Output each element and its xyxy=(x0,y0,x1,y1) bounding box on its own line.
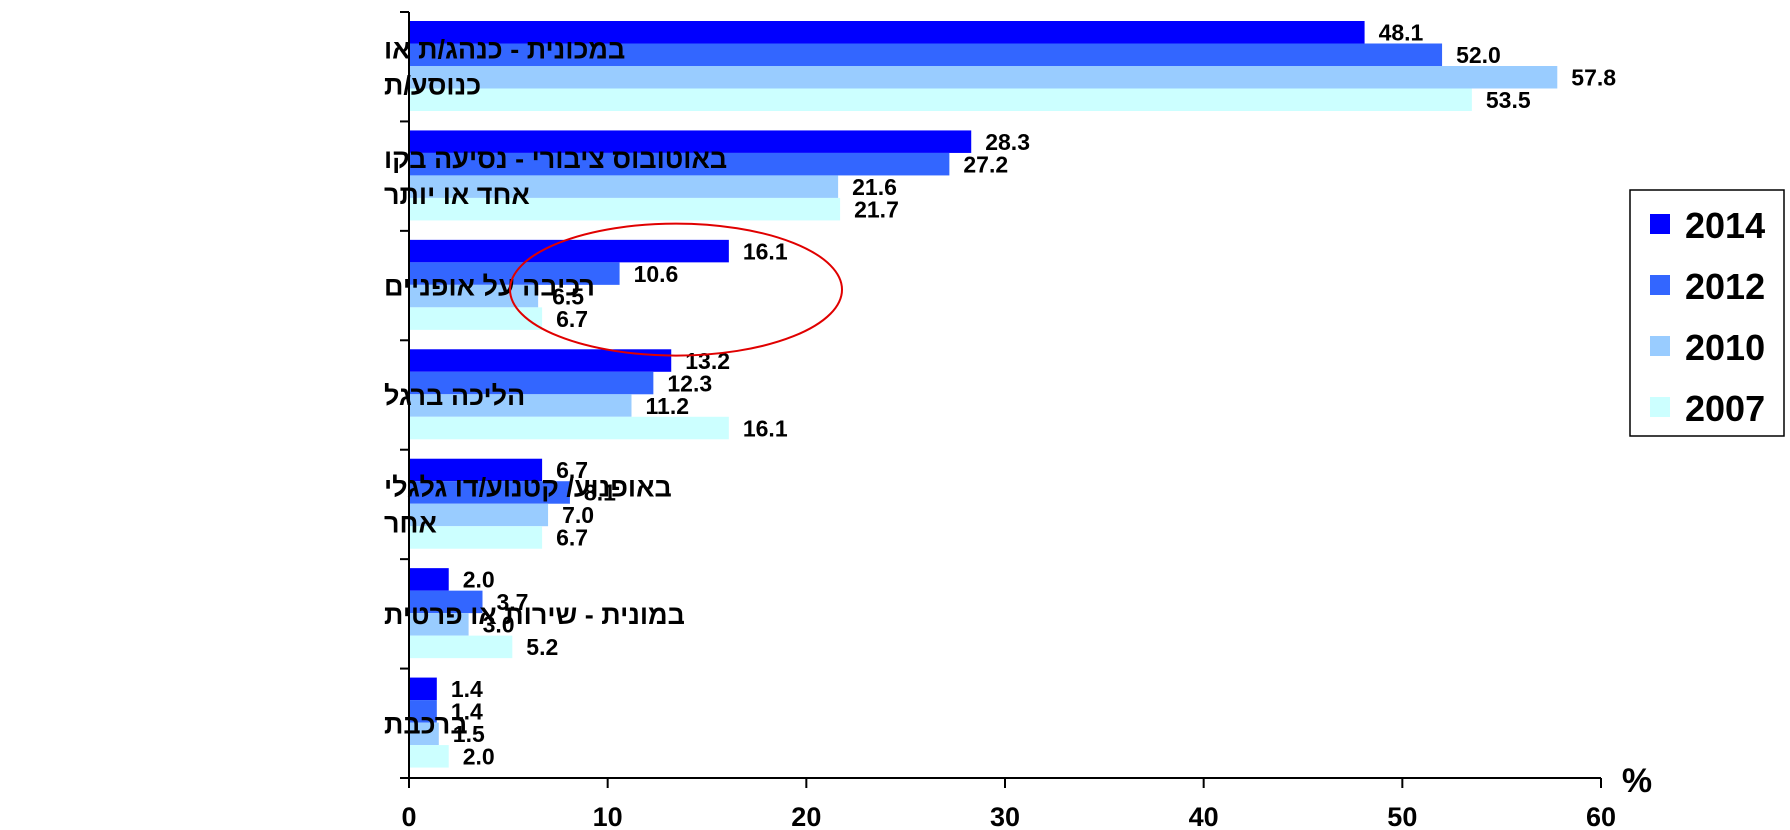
legend-label-2014: 2014 xyxy=(1685,205,1765,246)
bars-layer xyxy=(409,21,1558,768)
x-tick-label-1: 10 xyxy=(593,802,623,830)
legend-label-2007: 2007 xyxy=(1685,388,1765,429)
bar-2014-cat-3 xyxy=(409,349,672,372)
bar-2014-cat-6 xyxy=(409,677,437,701)
bar-2012-cat-5 xyxy=(409,590,483,614)
axes-layer: 0 10 20 30 40 50 60% xyxy=(400,11,1652,830)
x-tick-label-0: 0 xyxy=(401,802,416,830)
x-tick-label-6: 60 xyxy=(1586,802,1616,830)
value-label-2010-cat-1: 21.6 xyxy=(852,174,897,200)
category-labels-layer: במכונית - כנהג/ת או כנוסע/ת באוטובוס ציבור… xyxy=(384,35,727,740)
category-label-4-line-1: אחר xyxy=(384,508,437,538)
bar-2014-cat-1 xyxy=(409,130,972,153)
x-tick-label-3: 30 xyxy=(990,802,1020,830)
bar-2007-cat-1 xyxy=(409,197,841,221)
value-label-2007-cat-6: 2.0 xyxy=(463,744,495,770)
legend-label-2010: 2010 xyxy=(1685,327,1765,368)
value-label-2007-cat-0: 53.5 xyxy=(1486,87,1531,113)
bar-2010-cat-3 xyxy=(409,394,632,417)
value-label-2012-cat-6: 1.4 xyxy=(451,699,483,725)
annotation-layer xyxy=(509,222,843,357)
value-label-2007-cat-4: 6.7 xyxy=(556,525,588,551)
value-label-2014-cat-0: 48.1 xyxy=(1379,20,1424,46)
bar-2007-cat-4 xyxy=(409,526,543,549)
bar-2010-cat-1 xyxy=(409,175,839,198)
value-label-2010-cat-5: 3.0 xyxy=(483,612,515,638)
value-label-2012-cat-3: 12.3 xyxy=(667,370,712,396)
value-label-2010-cat-6: 1.5 xyxy=(453,721,485,747)
value-label-2014-cat-2: 16.1 xyxy=(743,238,788,264)
x-tick-label-4: 40 xyxy=(1189,802,1219,830)
legend-swatch-2012 xyxy=(1650,275,1670,295)
bar-2007-cat-3 xyxy=(409,416,729,440)
bar-2014-cat-2 xyxy=(409,239,729,263)
x-tick-label-2: 20 xyxy=(791,802,821,830)
legend-swatch-2007 xyxy=(1650,397,1670,417)
bar-2007-cat-6 xyxy=(409,745,449,768)
bar-2012-cat-4 xyxy=(409,481,570,504)
value-label-2012-cat-1: 27.2 xyxy=(963,151,1008,177)
category-label-5-line-0: במונית - שירות או פרטית xyxy=(384,600,685,630)
bar-2010-cat-5 xyxy=(409,613,469,636)
legend-label-2012: 2012 xyxy=(1685,266,1765,307)
bar-2014-cat-4 xyxy=(409,458,543,482)
value-label-2012-cat-2: 10.6 xyxy=(634,261,679,287)
value-label-2012-cat-0: 52.0 xyxy=(1456,42,1501,68)
legend-swatch-2014 xyxy=(1650,214,1670,234)
legend-swatch-2010 xyxy=(1650,336,1670,356)
value-label-2010-cat-3: 11.2 xyxy=(646,393,690,419)
bar-2012-cat-0 xyxy=(409,43,1443,66)
value-label-2012-cat-4: 8.1 xyxy=(584,480,616,506)
bar-2010-cat-0 xyxy=(409,66,1558,89)
value-label-2014-cat-4: 6.7 xyxy=(556,457,588,483)
legend: 2014 2012 2010 2007 xyxy=(1629,189,1785,437)
bar-2007-cat-5 xyxy=(409,635,513,659)
bar-2007-cat-0 xyxy=(409,88,1472,111)
highlight-ellipse xyxy=(509,222,843,357)
bar-2014-cat-5 xyxy=(409,568,449,591)
value-label-2007-cat-1: 21.7 xyxy=(854,196,899,222)
category-label-3-line-0: הליכה ברגל xyxy=(384,381,525,411)
bar-2010-cat-4 xyxy=(409,503,549,527)
bar-2014-cat-0 xyxy=(409,21,1365,44)
category-label-2-line-0: רכיבה על אופניים xyxy=(384,272,595,302)
category-label-0-line-0: במכונית - כנהג/ת או xyxy=(384,35,625,65)
bar-2012-cat-1 xyxy=(409,152,950,176)
value-label-2010-cat-2: 6.5 xyxy=(552,283,584,309)
bar-2012-cat-6 xyxy=(409,700,437,723)
value-label-2014-cat-6: 1.4 xyxy=(451,676,483,702)
value-label-2007-cat-2: 6.7 xyxy=(556,306,588,332)
value-label-2014-cat-1: 28.3 xyxy=(985,129,1030,155)
value-label-2014-cat-5: 2.0 xyxy=(463,567,495,593)
category-label-1-line-0: באוטובוס ציבורי - נסיעה בקו xyxy=(384,144,727,174)
value-label-2007-cat-5: 5.2 xyxy=(526,634,558,660)
value-label-2012-cat-5: 3.7 xyxy=(497,589,529,615)
bar-2007-cat-2 xyxy=(409,307,543,330)
category-label-6-line-0: ברכבת xyxy=(384,709,468,739)
value-label-2010-cat-0: 57.8 xyxy=(1571,65,1616,91)
x-tick-label-5: 50 xyxy=(1387,802,1417,830)
category-label-1-line-1: אחד או יותר xyxy=(384,180,530,210)
value-labels-layer: 48.128.316.113.26.72.01.452.027.210.612.… xyxy=(451,20,1616,770)
bar-2010-cat-2 xyxy=(409,284,539,308)
bar-2012-cat-3 xyxy=(409,371,654,395)
value-label-2010-cat-4: 7.0 xyxy=(562,502,594,528)
value-label-2007-cat-3: 16.1 xyxy=(743,415,788,441)
bar-2010-cat-6 xyxy=(409,722,439,746)
category-label-4-line-0: באופנוע/ קטנוע/דו גלגלי xyxy=(384,472,672,502)
category-label-0-line-1: כנוסע/ת xyxy=(384,71,481,101)
x-unit-label: % xyxy=(1622,762,1652,800)
